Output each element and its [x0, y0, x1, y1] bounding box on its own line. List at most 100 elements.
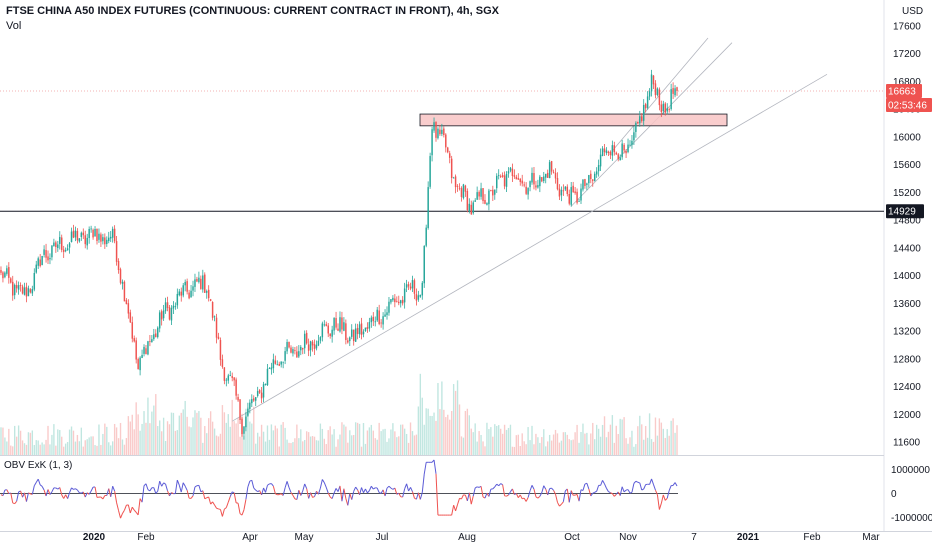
volume-bar [86, 439, 88, 455]
candle-body [431, 129, 433, 156]
candle-body [403, 288, 406, 303]
obv-segment [339, 485, 343, 502]
obv-segment [106, 488, 110, 496]
obv-segment [419, 492, 423, 500]
obv-segment [357, 489, 361, 495]
candle-body [164, 302, 167, 312]
volume-bar [331, 434, 333, 455]
candle-body [78, 238, 81, 242]
volume-bar [390, 429, 392, 455]
candle-body [317, 340, 320, 346]
candle-body [262, 384, 265, 398]
obv-segment [576, 494, 580, 502]
volume-bar [180, 412, 182, 455]
obv-segment [63, 494, 67, 499]
candle-body [143, 346, 145, 354]
obv-segment [592, 491, 595, 494]
volume-bar [305, 431, 308, 455]
candle-body [151, 339, 153, 343]
obv-segment [570, 490, 574, 496]
volume-bar [494, 424, 496, 455]
volume-bar [274, 425, 277, 455]
volume-bar [286, 439, 288, 455]
obv-segment [562, 490, 566, 502]
volume-bar [206, 433, 208, 455]
candle-body [674, 88, 676, 96]
volume-bar [284, 427, 286, 455]
candle-body [202, 275, 204, 290]
volume-bar [66, 442, 69, 455]
volume-bar [339, 434, 341, 455]
candle-body [321, 323, 324, 338]
obv-segment [651, 478, 654, 485]
volume-bar [423, 424, 425, 455]
obv-segment [527, 490, 531, 498]
volume-bar [666, 429, 668, 455]
volume-bar [147, 397, 149, 455]
candle-body [188, 292, 190, 299]
volume-bar [29, 432, 32, 455]
candle-body [627, 144, 629, 153]
volume-bar [298, 438, 300, 455]
volume-bar [421, 397, 423, 455]
candle-body [158, 312, 161, 329]
obv-segment [16, 491, 20, 502]
obv-segment [656, 494, 660, 510]
volume-bar [552, 434, 555, 455]
obv-segment [69, 487, 72, 493]
candle-body [350, 329, 353, 337]
volume-bar [382, 429, 384, 455]
candle-body [117, 260, 120, 271]
obv-segment [533, 488, 537, 497]
candle-body [341, 317, 343, 330]
volume-bar [170, 412, 173, 455]
obv-segment [347, 493, 351, 506]
candle-body [513, 175, 516, 177]
obv-segment [500, 483, 503, 486]
obv-segment [265, 485, 268, 493]
obv-segment [608, 491, 611, 494]
candle-body [53, 242, 55, 247]
volume-bar [55, 445, 57, 455]
grid [0, 0, 932, 532]
volume-bar [543, 429, 545, 455]
obv-segment [472, 487, 476, 497]
candle-body [149, 341, 151, 342]
volume-bar [113, 423, 116, 455]
obv-segment [243, 499, 247, 510]
obv-segment [674, 482, 678, 487]
candle-body [337, 328, 339, 331]
volume-bar [258, 436, 261, 455]
obv-segment [543, 485, 547, 490]
candle-body [407, 284, 410, 287]
obv-segment [286, 481, 290, 488]
last-price-tag-text: 16663 [888, 86, 916, 97]
obv-segment [112, 485, 116, 492]
candle-body [478, 191, 480, 197]
candle-body [433, 122, 435, 131]
obv-segment [655, 489, 658, 495]
candle-body [72, 230, 75, 238]
obv-segment [410, 487, 413, 492]
candle-body [98, 233, 100, 240]
volume-bar [574, 432, 576, 455]
candle-body [329, 333, 331, 337]
obv-segment [331, 492, 335, 499]
volume-bar [176, 430, 179, 455]
candle-body [588, 175, 590, 184]
candle-body [111, 228, 114, 238]
volume-bar [660, 422, 663, 455]
last-price-tag-box [886, 83, 922, 98]
obv-segment [122, 509, 125, 514]
obv-segment [41, 486, 45, 491]
volume-bar [188, 426, 190, 455]
volume-bar [192, 417, 194, 455]
candle-body [31, 289, 34, 294]
volume-bar [186, 416, 188, 455]
volume-bar [590, 433, 592, 455]
candle-body [190, 290, 192, 298]
volume-bar [307, 432, 310, 455]
obv-segment [459, 497, 462, 500]
candle-body [180, 291, 183, 296]
